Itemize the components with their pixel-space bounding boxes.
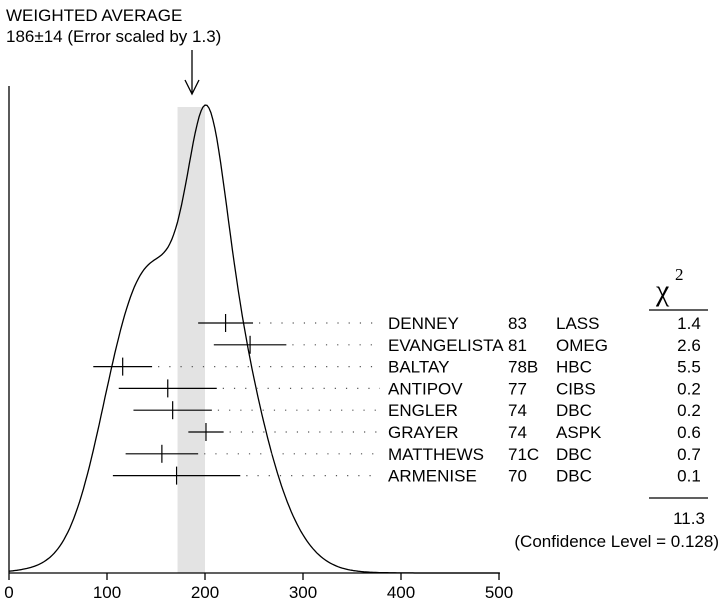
chi2-value: 0.1 bbox=[677, 467, 701, 486]
experiment-label: DBC bbox=[556, 401, 592, 420]
experiment-label: DBC bbox=[556, 467, 592, 486]
chart-subtitle: 186±14 (Error scaled by 1.3) bbox=[6, 27, 221, 46]
chart-title: WEIGHTED AVERAGE bbox=[6, 6, 182, 25]
measurement-row: BALTAY 78B HBC 5.5 bbox=[93, 357, 701, 377]
experiment-label: OMEG bbox=[556, 336, 608, 355]
chi2-value: 5.5 bbox=[677, 358, 701, 377]
author-label: GRAYER bbox=[388, 423, 459, 442]
x-tick-label: 100 bbox=[93, 583, 121, 602]
year-label: 78B bbox=[508, 358, 538, 377]
chi2-value: 0.2 bbox=[677, 379, 701, 398]
author-label: MATTHEWS bbox=[388, 445, 484, 464]
measurement-row: ANTIPOV 77 CIBS 0.2 bbox=[118, 379, 701, 398]
year-label: 71C bbox=[508, 445, 539, 464]
chi2-exponent: 2 bbox=[675, 265, 684, 284]
x-tick-label: 400 bbox=[387, 583, 415, 602]
chi2-value: 0.6 bbox=[677, 423, 701, 442]
chi2-value: 2.6 bbox=[677, 336, 701, 355]
measurement-row: GRAYER 74 ASPK 0.6 bbox=[188, 423, 701, 442]
experiment-label: ASPK bbox=[556, 423, 602, 442]
year-label: 77 bbox=[508, 379, 527, 398]
year-label: 83 bbox=[508, 314, 527, 333]
measurement-row: EVANGELISTA 81 OMEG 2.6 bbox=[213, 335, 701, 355]
experiment-label: DBC bbox=[556, 445, 592, 464]
year-label: 74 bbox=[508, 423, 527, 442]
experiment-label: LASS bbox=[556, 314, 599, 333]
chi2-value: 1.4 bbox=[677, 314, 701, 333]
measurement-row: ARMENISE 70 DBC 0.1 bbox=[112, 466, 701, 486]
average-arrow-head bbox=[184, 79, 200, 96]
author-label: ANTIPOV bbox=[388, 379, 463, 398]
author-label: ENGLER bbox=[388, 401, 458, 420]
year-label: 70 bbox=[508, 467, 527, 486]
x-tick-label: 500 bbox=[485, 583, 513, 602]
experiment-label: CIBS bbox=[556, 379, 596, 398]
year-label: 74 bbox=[508, 401, 527, 420]
measurement-row: ENGLER 74 DBC 0.2 bbox=[133, 401, 701, 420]
chi2-value: 0.2 bbox=[677, 401, 701, 420]
year-label: 81 bbox=[508, 336, 527, 355]
confidence-level: (Confidence Level = 0.128) bbox=[514, 532, 719, 551]
measurement-rows: DENNEY 83 LASS 1.4 EVANGELISTA 81 OMEG 2.6 BALTA… bbox=[93, 314, 701, 486]
experiment-label: HBC bbox=[556, 358, 592, 377]
measurement-row: MATTHEWS 71C DBC 0.7 bbox=[125, 444, 701, 464]
measurement-row: DENNEY 83 LASS 1.4 bbox=[198, 314, 701, 333]
x-axis-ticks: 0 100 200 300 400 500 bbox=[4, 573, 513, 602]
author-label: ARMENISE bbox=[388, 467, 477, 486]
author-label: EVANGELISTA bbox=[388, 336, 504, 355]
chi2-symbol: χ bbox=[655, 274, 670, 307]
x-tick-label: 300 bbox=[289, 583, 317, 602]
x-tick-label: 0 bbox=[4, 583, 13, 602]
chi2-total: 11.3 bbox=[673, 509, 705, 528]
x-tick-label: 200 bbox=[191, 583, 219, 602]
weighted-average-error-band bbox=[177, 107, 205, 573]
author-label: DENNEY bbox=[388, 314, 459, 333]
author-label: BALTAY bbox=[388, 358, 449, 377]
chi2-value: 0.7 bbox=[677, 445, 701, 464]
